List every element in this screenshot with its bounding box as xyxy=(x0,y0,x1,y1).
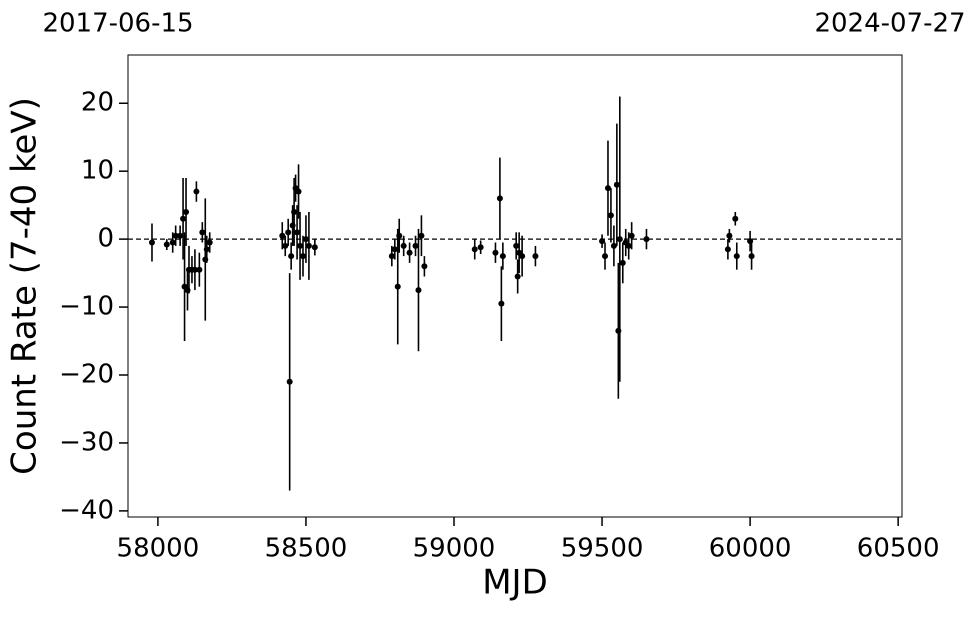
data-point xyxy=(199,229,206,236)
data-point xyxy=(180,215,187,222)
data-point xyxy=(477,244,484,251)
data-point xyxy=(726,232,733,239)
data-point xyxy=(388,253,395,260)
y-axis-label: Count Rate (7-40 keV) xyxy=(5,97,45,475)
data-point xyxy=(643,236,650,243)
data-point xyxy=(177,232,184,239)
y-tick-label: −40 xyxy=(59,495,114,525)
data-point xyxy=(406,249,413,256)
data-point xyxy=(625,242,632,249)
data-point xyxy=(299,253,306,260)
data-point xyxy=(196,266,203,273)
x-tick-label: 60000 xyxy=(709,534,792,564)
data-point xyxy=(148,239,155,246)
data-point xyxy=(607,212,614,219)
data-point xyxy=(619,259,626,266)
top-left-label: 2017-06-15 xyxy=(42,9,193,39)
data-point xyxy=(421,263,428,270)
x-axis-label: MJD xyxy=(482,563,548,603)
y-tick-label: 10 xyxy=(81,156,114,186)
data-point xyxy=(288,253,295,260)
data-point xyxy=(471,246,478,253)
data-point xyxy=(514,273,521,280)
data-point xyxy=(191,266,198,273)
data-point xyxy=(282,242,289,249)
data-point xyxy=(418,232,425,239)
data-point xyxy=(412,242,419,249)
data-point xyxy=(294,229,301,236)
data-point xyxy=(394,283,401,290)
data-point xyxy=(748,253,755,260)
x-tick-label: 59500 xyxy=(561,534,644,564)
data-point xyxy=(302,236,309,243)
data-point xyxy=(206,239,213,246)
data-point xyxy=(628,232,635,239)
data-point xyxy=(169,239,176,246)
data-point xyxy=(311,244,318,251)
data-point xyxy=(291,208,298,215)
data-point xyxy=(400,242,407,249)
data-point xyxy=(295,188,302,195)
y-tick-label: 0 xyxy=(97,224,114,254)
data-point xyxy=(396,232,403,239)
data-point xyxy=(492,249,499,256)
y-tick-label: 20 xyxy=(81,88,114,118)
y-tick-label: −20 xyxy=(59,360,114,390)
x-tick-label: 59000 xyxy=(413,534,496,564)
data-point xyxy=(724,246,731,253)
data-point xyxy=(496,195,503,202)
data-point xyxy=(172,232,179,239)
x-tick-label: 58000 xyxy=(117,534,200,564)
data-point xyxy=(732,215,739,222)
top-right-label: 2024-07-27 xyxy=(814,9,965,39)
data-point xyxy=(286,378,293,385)
data-point xyxy=(610,242,617,249)
data-point xyxy=(285,229,292,236)
data-point xyxy=(163,241,170,248)
data-point xyxy=(513,242,520,249)
data-point xyxy=(183,208,190,215)
data-point xyxy=(604,185,611,192)
data-point xyxy=(499,253,506,260)
data-point xyxy=(498,300,505,307)
data-point xyxy=(532,253,539,260)
x-tick-label: 58500 xyxy=(265,534,348,564)
plot-frame xyxy=(127,54,903,518)
data-point xyxy=(613,181,620,188)
data-point xyxy=(733,253,740,260)
data-point xyxy=(616,236,623,243)
data-point xyxy=(203,246,210,253)
data-point xyxy=(193,188,200,195)
data-point xyxy=(391,246,398,253)
x-tick-label: 60500 xyxy=(857,534,940,564)
data-point xyxy=(415,287,422,294)
data-point xyxy=(602,253,609,260)
data-point xyxy=(297,242,304,249)
data-point xyxy=(279,232,286,239)
data-point xyxy=(305,242,312,249)
data-point xyxy=(519,253,526,260)
y-tick-label: −10 xyxy=(59,292,114,322)
data-point xyxy=(599,238,606,245)
y-tick-label: −30 xyxy=(59,427,114,457)
